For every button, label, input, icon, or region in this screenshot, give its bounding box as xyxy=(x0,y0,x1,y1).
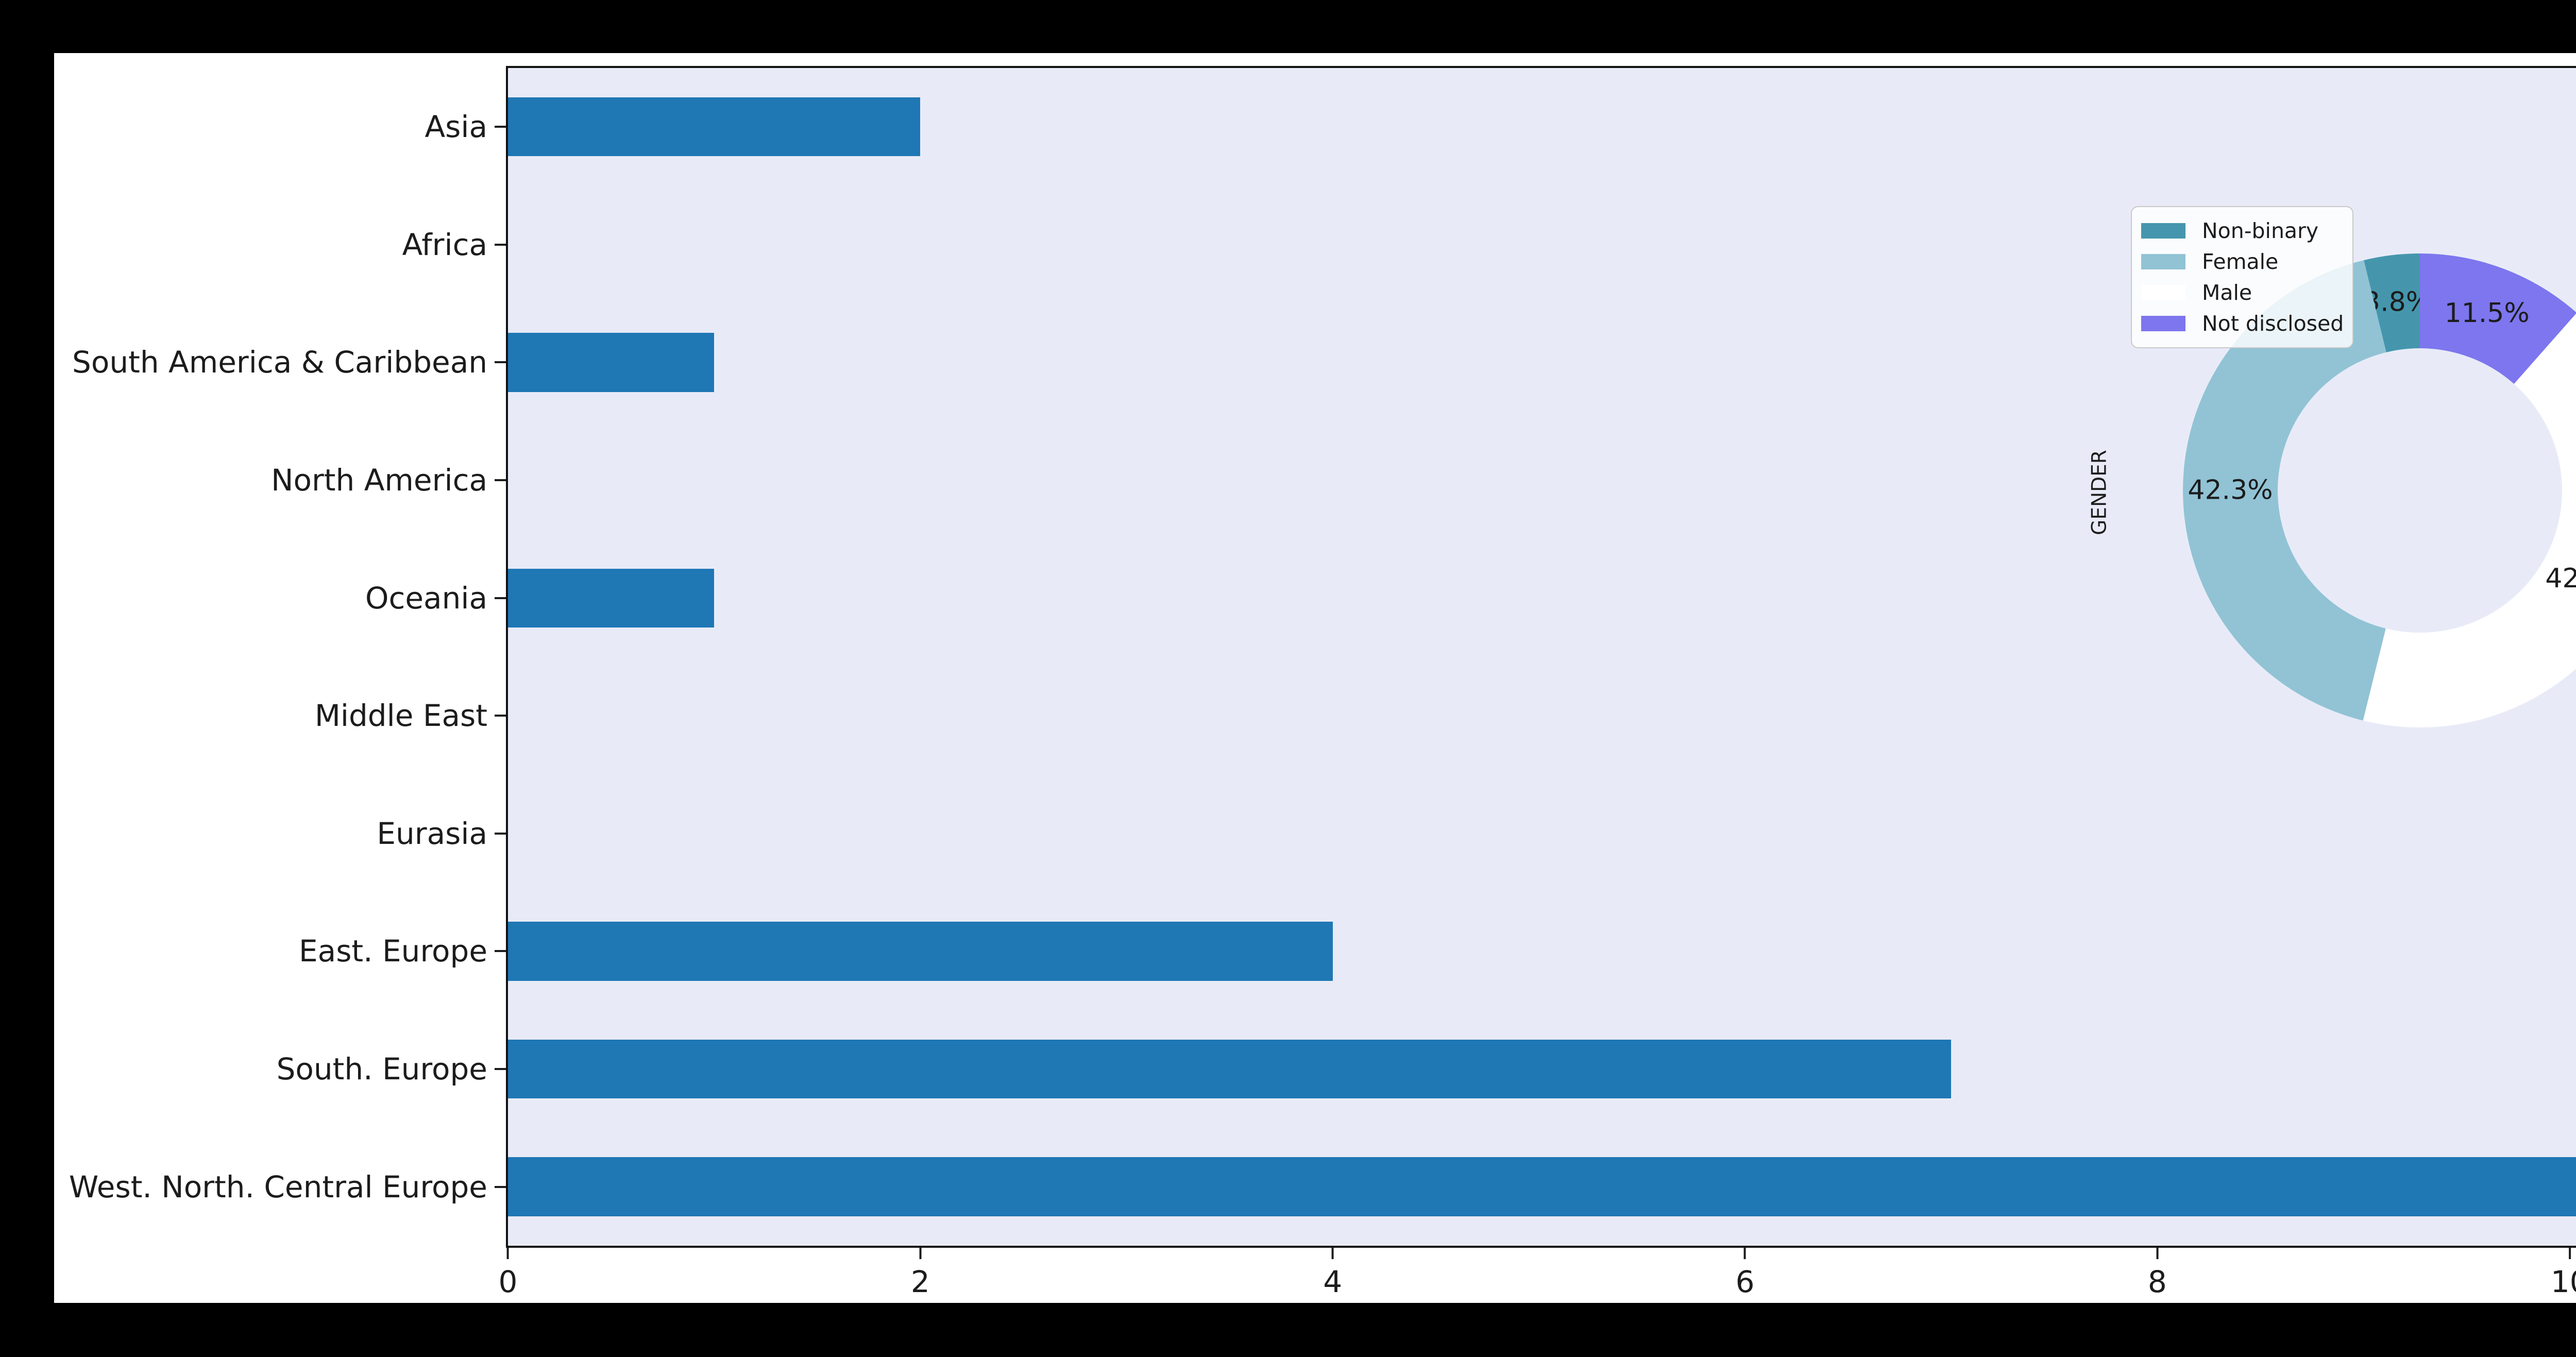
legend-label: Non-binary xyxy=(2202,218,2319,243)
category-label: Eurasia xyxy=(377,816,487,851)
legend-item: Non-binary xyxy=(2141,218,2343,243)
y-tick-mark xyxy=(495,243,506,246)
donut-slice-non-binary xyxy=(2364,253,2420,352)
bar-row xyxy=(508,303,2576,421)
y-axis-labels: Asia Africa South America & Caribbean No… xyxy=(54,68,506,1246)
legend-swatch-not-disclosed xyxy=(2141,316,2185,331)
category-label: North America xyxy=(271,463,487,498)
x-tick-mark xyxy=(2568,1248,2571,1259)
x-tick-mark xyxy=(2156,1248,2159,1259)
figure-canvas: Asia Africa South America & Caribbean No… xyxy=(54,53,2576,1303)
bar-row xyxy=(508,1128,2576,1246)
gender-axis-label: GENDER xyxy=(2088,450,2111,535)
category-label: West. North. Central Europe xyxy=(69,1169,487,1205)
legend-item: Female xyxy=(2141,249,2343,274)
y-tick-mark xyxy=(495,1068,506,1071)
x-tick-mark xyxy=(919,1248,922,1259)
y-tick-mark xyxy=(495,126,506,128)
category-label: Africa xyxy=(402,227,487,262)
bar-row xyxy=(508,892,2576,1010)
category-row: South. Europe xyxy=(54,1010,506,1128)
x-tick-label: 10 xyxy=(2550,1264,2576,1299)
legend-swatch-male xyxy=(2141,285,2185,300)
pie-percentage-label: 42.3% xyxy=(2545,563,2576,594)
legend-item: Male xyxy=(2141,280,2343,305)
x-tick-mark xyxy=(1744,1248,1747,1259)
legend-item: Not disclosed xyxy=(2141,311,2344,336)
x-tick: 6 xyxy=(1735,1248,1755,1299)
category-row: Middle East xyxy=(54,657,506,775)
y-tick-mark xyxy=(495,715,506,717)
category-label: East. Europe xyxy=(299,934,487,969)
category-row: North America xyxy=(54,421,506,539)
bar-row xyxy=(508,775,2576,893)
y-tick-mark xyxy=(495,479,506,482)
bar-east-europe xyxy=(508,922,1333,981)
legend-label: Male xyxy=(2202,280,2252,305)
x-axis-ticks: 0 2 4 6 8 10 xyxy=(499,1248,2576,1320)
y-tick-mark xyxy=(495,1185,506,1188)
bar-oceania xyxy=(508,568,715,627)
category-row: Africa xyxy=(54,186,506,304)
donut-slice-male xyxy=(2363,313,2576,727)
bar-row xyxy=(508,68,2576,186)
x-tick: 10 xyxy=(2551,1248,2576,1299)
y-tick-mark xyxy=(495,597,506,599)
donut-chart: 3.8%42.3%42.3%11.5% xyxy=(2183,253,2576,727)
category-label: Middle East xyxy=(314,698,487,734)
bar-asia xyxy=(508,97,921,157)
category-row: Oceania xyxy=(54,539,506,657)
x-tick-label: 4 xyxy=(1323,1264,1343,1299)
x-tick-label: 8 xyxy=(2147,1264,2167,1299)
category-label: South. Europe xyxy=(276,1051,487,1087)
pie-percentage-label: 42.3% xyxy=(2188,474,2273,505)
bar-south-europe xyxy=(508,1039,1952,1099)
category-row: South America & Caribbean xyxy=(54,303,506,421)
bar-west-north-central-europe xyxy=(508,1157,2576,1216)
legend: Non-binary Female Male Not disclosed xyxy=(2131,206,2353,348)
bar-row xyxy=(508,539,2576,657)
y-tick-mark xyxy=(495,361,506,364)
x-tick: 0 xyxy=(498,1248,518,1299)
x-tick-label: 2 xyxy=(910,1264,930,1299)
category-row: East. Europe xyxy=(54,892,506,1010)
category-row: West. North. Central Europe xyxy=(54,1128,506,1246)
bar-row xyxy=(508,1010,2576,1128)
bar-chart-axes: 3.8%42.3%42.3%11.5% GENDER Non-binary Fe… xyxy=(506,66,2576,1248)
x-tick: 8 xyxy=(2148,1248,2167,1299)
x-tick-mark xyxy=(507,1248,509,1259)
x-tick-mark xyxy=(1331,1248,1334,1259)
x-tick: 4 xyxy=(1323,1248,1342,1299)
category-label: South America & Caribbean xyxy=(72,345,487,380)
x-tick-label: 6 xyxy=(1735,1264,1755,1299)
category-label: Asia xyxy=(425,109,487,145)
category-row: Eurasia xyxy=(54,775,506,893)
x-tick: 2 xyxy=(911,1248,930,1299)
donut-slice-female xyxy=(2183,260,2386,721)
donut-slice-not-disclosed xyxy=(2420,253,2576,384)
category-row: Asia xyxy=(54,68,506,186)
y-tick-mark xyxy=(495,950,506,953)
category-label: Oceania xyxy=(365,580,487,616)
x-tick-label: 0 xyxy=(498,1264,518,1299)
legend-label: Female xyxy=(2202,249,2279,274)
pie-percentage-label: 11.5% xyxy=(2445,298,2530,329)
legend-swatch-female xyxy=(2141,254,2185,269)
bar-series xyxy=(508,68,2576,1246)
bar-south-america-caribbean xyxy=(508,333,715,392)
legend-swatch-non-binary xyxy=(2141,223,2185,239)
y-tick-mark xyxy=(495,832,506,835)
legend-label: Not disclosed xyxy=(2202,311,2344,336)
